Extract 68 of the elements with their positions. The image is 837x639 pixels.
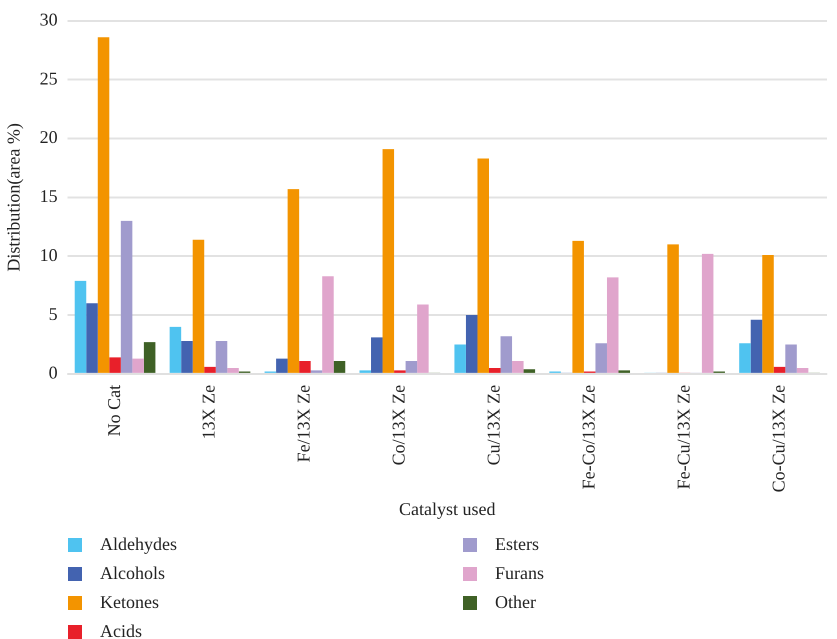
bar [512, 360, 524, 373]
bar [524, 369, 536, 373]
bar [310, 370, 322, 373]
legend-label: Ketones [100, 592, 159, 613]
bar [796, 368, 808, 373]
bar [774, 366, 786, 373]
x-tick-label: No Cat [104, 384, 124, 436]
bar [500, 336, 512, 373]
x-tick-label: Cu/13X Ze [483, 384, 504, 466]
bar [606, 277, 619, 373]
bar [181, 340, 193, 373]
bar [299, 360, 311, 373]
y-tick-label: 15 [40, 186, 58, 206]
bar [86, 303, 98, 373]
x-tick-label: 13X Ze [198, 384, 219, 440]
y-tick-label: 10 [40, 244, 58, 265]
legend-label: Furans [495, 563, 544, 584]
bar [216, 340, 228, 373]
bar [322, 276, 334, 373]
bar [120, 220, 132, 373]
legend-label: Acids [100, 621, 142, 639]
bar [204, 366, 216, 373]
bar [667, 244, 679, 373]
bar [702, 254, 714, 373]
legend-label: Esters [495, 534, 539, 555]
x-tick-label: Co-Cu/13X Ze [768, 384, 788, 492]
bar [170, 326, 182, 373]
bar [572, 240, 584, 373]
bar [144, 342, 156, 373]
bar [394, 370, 406, 373]
bar [227, 368, 239, 373]
bar [477, 158, 489, 373]
x-tick-label: Fe-Co/13X Ze [578, 384, 598, 490]
bar [276, 358, 288, 373]
x-tick-label: Co/13X Ze [388, 384, 409, 466]
bar [109, 357, 121, 373]
y-tick-label: 5 [48, 304, 58, 324]
bar [595, 343, 607, 373]
bar [132, 358, 144, 373]
bar [371, 337, 383, 373]
bar [288, 189, 300, 373]
legend-label: Alcohols [100, 563, 165, 584]
y-tick-label: 30 [40, 10, 58, 30]
bar [466, 315, 478, 373]
bar [454, 344, 466, 373]
x-tick-label: Fe/13X Ze [294, 384, 314, 462]
legend-label: Other [495, 592, 536, 613]
y-tick-label: 25 [40, 68, 58, 88]
bar [750, 320, 762, 373]
y-axis-title: Distribution(area %) [4, 123, 24, 272]
bar [762, 255, 774, 373]
bar [192, 240, 204, 373]
bar [359, 370, 372, 373]
legend-label: Aldehydes [100, 534, 177, 555]
y-tick-label: 0 [48, 362, 58, 383]
bar [785, 344, 797, 373]
bar [74, 280, 86, 373]
bar [417, 304, 429, 373]
bar [739, 343, 751, 373]
bar [334, 360, 346, 373]
x-tick-label: Fe-Cu/13X Ze [673, 384, 694, 490]
bar [618, 370, 630, 373]
y-tick-label: 20 [40, 127, 58, 148]
bar [489, 368, 501, 373]
x-axis-title: Catalyst used [399, 498, 496, 519]
bar [406, 360, 418, 373]
bar [98, 37, 110, 373]
bar [382, 149, 394, 373]
